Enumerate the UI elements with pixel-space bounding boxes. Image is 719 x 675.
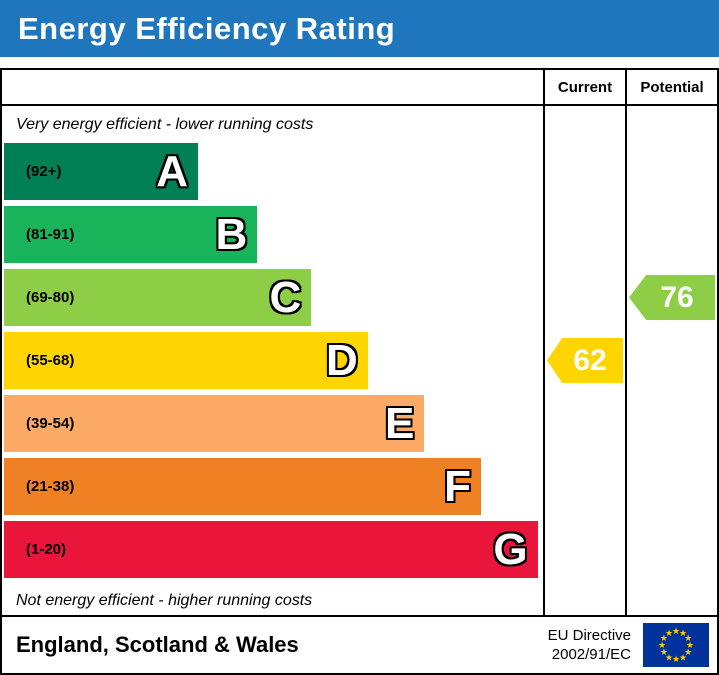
band-row: (39-54) E <box>4 395 543 458</box>
eu-flag-field <box>643 623 709 667</box>
band-range-label: (92+) <box>26 163 62 180</box>
svg-text:★: ★ <box>684 634 692 644</box>
title-gap <box>0 57 719 68</box>
table-header-row: Current Potential <box>2 70 717 106</box>
svg-text:★: ★ <box>686 641 694 651</box>
page-title: Energy Efficiency Rating <box>18 10 396 46</box>
band-range-label: (55-68) <box>26 352 75 369</box>
band-row: (81-91) B <box>4 206 543 269</box>
band-bar: (21-38) F <box>4 458 481 515</box>
band-range-label: (39-54) <box>26 415 75 432</box>
current-column: 62 <box>543 106 625 615</box>
eu-flag-icon: ★★★★★★★★★★★★ <box>643 623 709 667</box>
svg-text:★: ★ <box>660 648 668 658</box>
svg-text:★: ★ <box>672 627 680 637</box>
band-bar: (1-20) G <box>4 521 538 578</box>
eu-directive-line2: 2002/91/EC <box>551 646 631 663</box>
band-letter: B <box>215 209 248 259</box>
header-chart-spacer <box>2 70 543 104</box>
page-title-bar: Energy Efficiency Rating <box>0 0 719 57</box>
svg-text:★: ★ <box>684 648 692 658</box>
rating-table: Current Potential Very energy efficient … <box>0 68 719 617</box>
band-range-label: (69-80) <box>26 289 75 306</box>
band-bar: (69-80) C <box>4 269 312 326</box>
top-note: Very energy efficient - lower running co… <box>16 115 314 133</box>
current-arrow: 62 <box>547 338 623 383</box>
svg-text:★: ★ <box>658 641 666 651</box>
eu-directive-line1: EU Directive <box>547 626 631 644</box>
band-range-label: (81-91) <box>26 226 75 243</box>
svg-text:★: ★ <box>679 653 687 663</box>
band-row: (1-20) G <box>4 521 543 584</box>
column-header-current: Current <box>543 70 625 104</box>
potential-column: 76 <box>625 106 717 615</box>
band-bar: (81-91) B <box>4 206 258 263</box>
table-body: Very energy efficient - lower running co… <box>2 106 717 615</box>
band-letter: C <box>269 272 302 322</box>
band-letter: E <box>385 398 415 448</box>
eu-directive-label: EU Directive 2002/91/EC <box>548 626 631 665</box>
bands-column: Very energy efficient - lower running co… <box>2 106 543 615</box>
band-range-label: (21-38) <box>26 478 75 495</box>
column-header-potential: Potential <box>625 70 717 104</box>
band-range-label: (1-20) <box>26 541 67 558</box>
band-row: (55-68) D <box>4 332 543 395</box>
band-letter: G <box>493 524 528 574</box>
band-bar: (92+) A <box>4 143 199 200</box>
bottom-note: Not energy efficient - higher running co… <box>16 591 313 609</box>
band-row: (92+) A <box>4 143 543 206</box>
band-letter: D <box>326 335 358 385</box>
band-row: (69-80) C <box>4 269 543 332</box>
current-value: 62 <box>573 343 607 377</box>
band-row: (21-38) F <box>4 458 543 521</box>
footer-region-label: England, Scotland & Wales <box>16 632 299 657</box>
svg-text:★: ★ <box>665 629 673 639</box>
svg-text:★: ★ <box>665 653 673 663</box>
footer-right-group: EU Directive 2002/91/EC ★ ★ ★ ★ ★ ★ ★ ★ ★ ★ ★ ★ <box>548 623 717 667</box>
band-bar: (55-68) D <box>4 332 368 389</box>
eu-flag-stars: ★★★★★★★★★★★★ <box>658 627 694 665</box>
footer: England, Scotland & Wales EU Directive 2… <box>0 617 719 675</box>
potential-arrow: 76 <box>629 275 715 320</box>
band-letter: F <box>444 461 471 511</box>
potential-value: 76 <box>660 280 694 314</box>
svg-text:★: ★ <box>672 655 680 665</box>
band-letter: A <box>156 146 189 196</box>
band-bar: (39-54) E <box>4 395 425 452</box>
svg-text:★: ★ <box>679 629 687 639</box>
svg-text:★: ★ <box>660 634 668 644</box>
